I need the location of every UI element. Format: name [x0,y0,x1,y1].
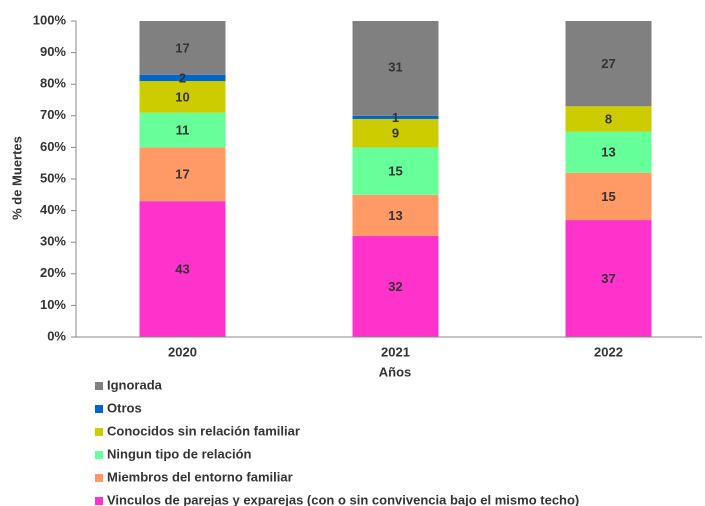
legend-swatch [95,497,103,505]
bar-segment [139,112,226,148]
x-tick-label: 2021 [381,344,410,359]
data-label: 2 [179,70,186,85]
y-tick-label: 100% [33,12,67,27]
y-tick-label: 10% [40,297,66,312]
data-label: 17 [175,40,189,55]
data-label: 32 [388,279,402,294]
data-label: 13 [388,208,402,223]
legend-label: Conocidos sin relación familiar [107,423,300,438]
bar-segment [139,201,226,337]
bar-segment [352,235,439,337]
bar-segment [565,131,652,173]
data-label: 11 [176,122,190,137]
data-label: 8 [605,111,612,126]
y-tick-label: 70% [40,107,66,122]
x-axis-title: Años [379,364,412,379]
x-tick-label: 2022 [594,344,623,359]
y-tick-label: 20% [40,265,66,280]
legend-label: Miembros del entorno familiar [107,469,293,484]
legend-swatch [95,382,103,390]
legend-label: Otros [107,400,142,415]
y-tick-label: 60% [40,139,66,154]
legend-label: Ningun tipo de relación [107,446,252,461]
bar-segment [565,172,652,221]
legend-label: Ignorada [107,377,163,392]
y-tick-label: 40% [40,202,66,217]
x-tick-label: 2020 [168,344,197,359]
data-label: 37 [601,271,615,286]
bar-segment [139,21,226,75]
y-tick-label: 90% [40,44,66,59]
data-label: 13 [601,145,615,160]
bar-segment [565,106,652,132]
legend-swatch [95,474,103,482]
data-label: 27 [601,56,615,71]
bar-segment [352,147,439,195]
legend-swatch [95,405,103,413]
legend-swatch [95,428,103,436]
data-label: 9 [392,126,399,141]
data-label: 15 [388,164,402,179]
bar-segment [565,21,652,107]
data-label: 10 [175,89,189,104]
bar-segment [139,74,226,82]
data-label: 15 [601,189,615,204]
data-label: 1 [392,110,399,125]
data-label: 31 [388,59,402,74]
legend-swatch [95,451,103,459]
y-axis-title: % de Muertes [9,136,24,220]
y-tick-label: 80% [40,76,66,91]
legend-label: Vinculos de parejas y exparejas (con o s… [107,492,579,506]
y-tick-label: 50% [40,170,66,185]
bar-segment [352,115,439,119]
bar-segment [565,220,652,337]
bar-segment [139,147,226,202]
y-tick-label: 30% [40,234,66,249]
data-label: 17 [175,167,189,182]
bar-segment [352,194,439,236]
data-label: 43 [175,261,189,276]
bar-segment [352,118,439,148]
plot-area [139,21,652,337]
bar-segment [139,81,226,113]
bar-segment [352,21,439,116]
y-tick-label: 0% [47,328,66,343]
